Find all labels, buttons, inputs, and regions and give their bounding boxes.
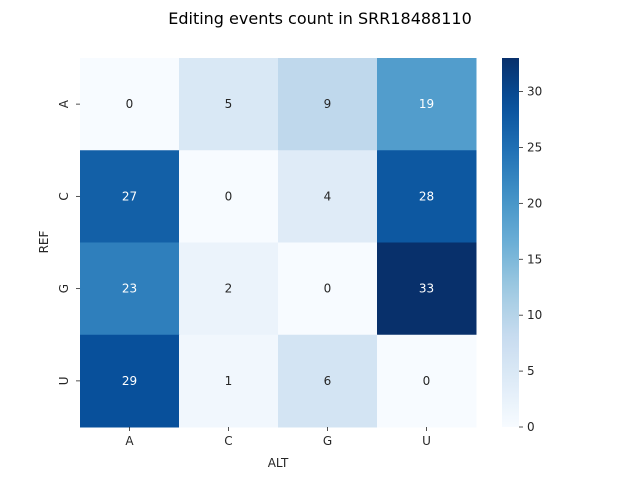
colorbar-tick-label: 10 (527, 308, 542, 322)
cell-value-label: 0 (225, 189, 233, 203)
cell-value-label: 1 (225, 374, 233, 388)
colorbar-tick-label: 5 (527, 364, 535, 378)
heatmap-cell (179, 334, 279, 428)
y-tick-label: G (57, 284, 71, 293)
heatmap-cell (377, 242, 477, 336)
x-tick-label: U (422, 434, 431, 448)
heatmap-cell (179, 242, 279, 336)
y-tick-label: C (57, 192, 71, 200)
cell-value-label: 6 (324, 374, 332, 388)
cell-value-label: 0 (324, 282, 332, 296)
heatmap-cell (179, 150, 279, 243)
cell-value-label: 19 (419, 97, 434, 111)
y-axis-label: REF (37, 230, 51, 253)
x-tick-label: C (224, 434, 232, 448)
colorbar-tick-label: 30 (527, 85, 542, 99)
cell-value-label: 29 (122, 374, 137, 388)
heatmap-cells: 0 5 9 19 27 0 4 28 23 2 0 33 29 1 6 0 (80, 58, 477, 428)
heatmap-cell (80, 242, 180, 336)
colorbar-tick-label: 15 (527, 252, 542, 266)
colorbar-tick-label: 25 (527, 140, 542, 154)
colorbar-tick-label: 20 (527, 196, 542, 210)
cell-value-label: 33 (419, 282, 434, 296)
cell-value-label: 0 (423, 374, 431, 388)
x-tick-label: A (125, 434, 134, 448)
cell-value-label: 4 (324, 189, 332, 203)
colorbar-tick-label: 0 (527, 420, 535, 434)
heatmap-cell (377, 150, 477, 243)
heatmap-cell (278, 150, 378, 243)
heatmap-cell (377, 334, 477, 428)
cell-value-label: 0 (126, 97, 134, 111)
heatmap-cell (80, 58, 180, 151)
x-axis-label: ALT (268, 456, 289, 470)
cell-value-label: 28 (419, 189, 434, 203)
chart-title: Editing events count in SRR18488110 (168, 9, 472, 28)
cell-value-label: 27 (122, 189, 137, 203)
heatmap-cell (377, 58, 477, 151)
heatmap-cell (278, 58, 378, 151)
heatmap-cell (80, 150, 180, 243)
heatmap-cell (278, 242, 378, 336)
cell-value-label: 9 (324, 97, 332, 111)
colorbar (502, 58, 519, 427)
cell-value-label: 5 (225, 97, 233, 111)
cell-value-label: 2 (225, 282, 233, 296)
y-tick-label: U (57, 376, 71, 385)
heatmap-cell (278, 334, 378, 428)
heatmap-cell (80, 334, 180, 428)
heatmap-cell (179, 58, 279, 151)
cell-value-label: 23 (122, 282, 137, 296)
colorbar-ticks: 0 5 10 15 20 25 30 (519, 85, 542, 434)
x-tick-label: G (323, 434, 332, 448)
y-axis-ticks: A C G U (57, 99, 80, 385)
y-tick-label: A (57, 99, 71, 108)
